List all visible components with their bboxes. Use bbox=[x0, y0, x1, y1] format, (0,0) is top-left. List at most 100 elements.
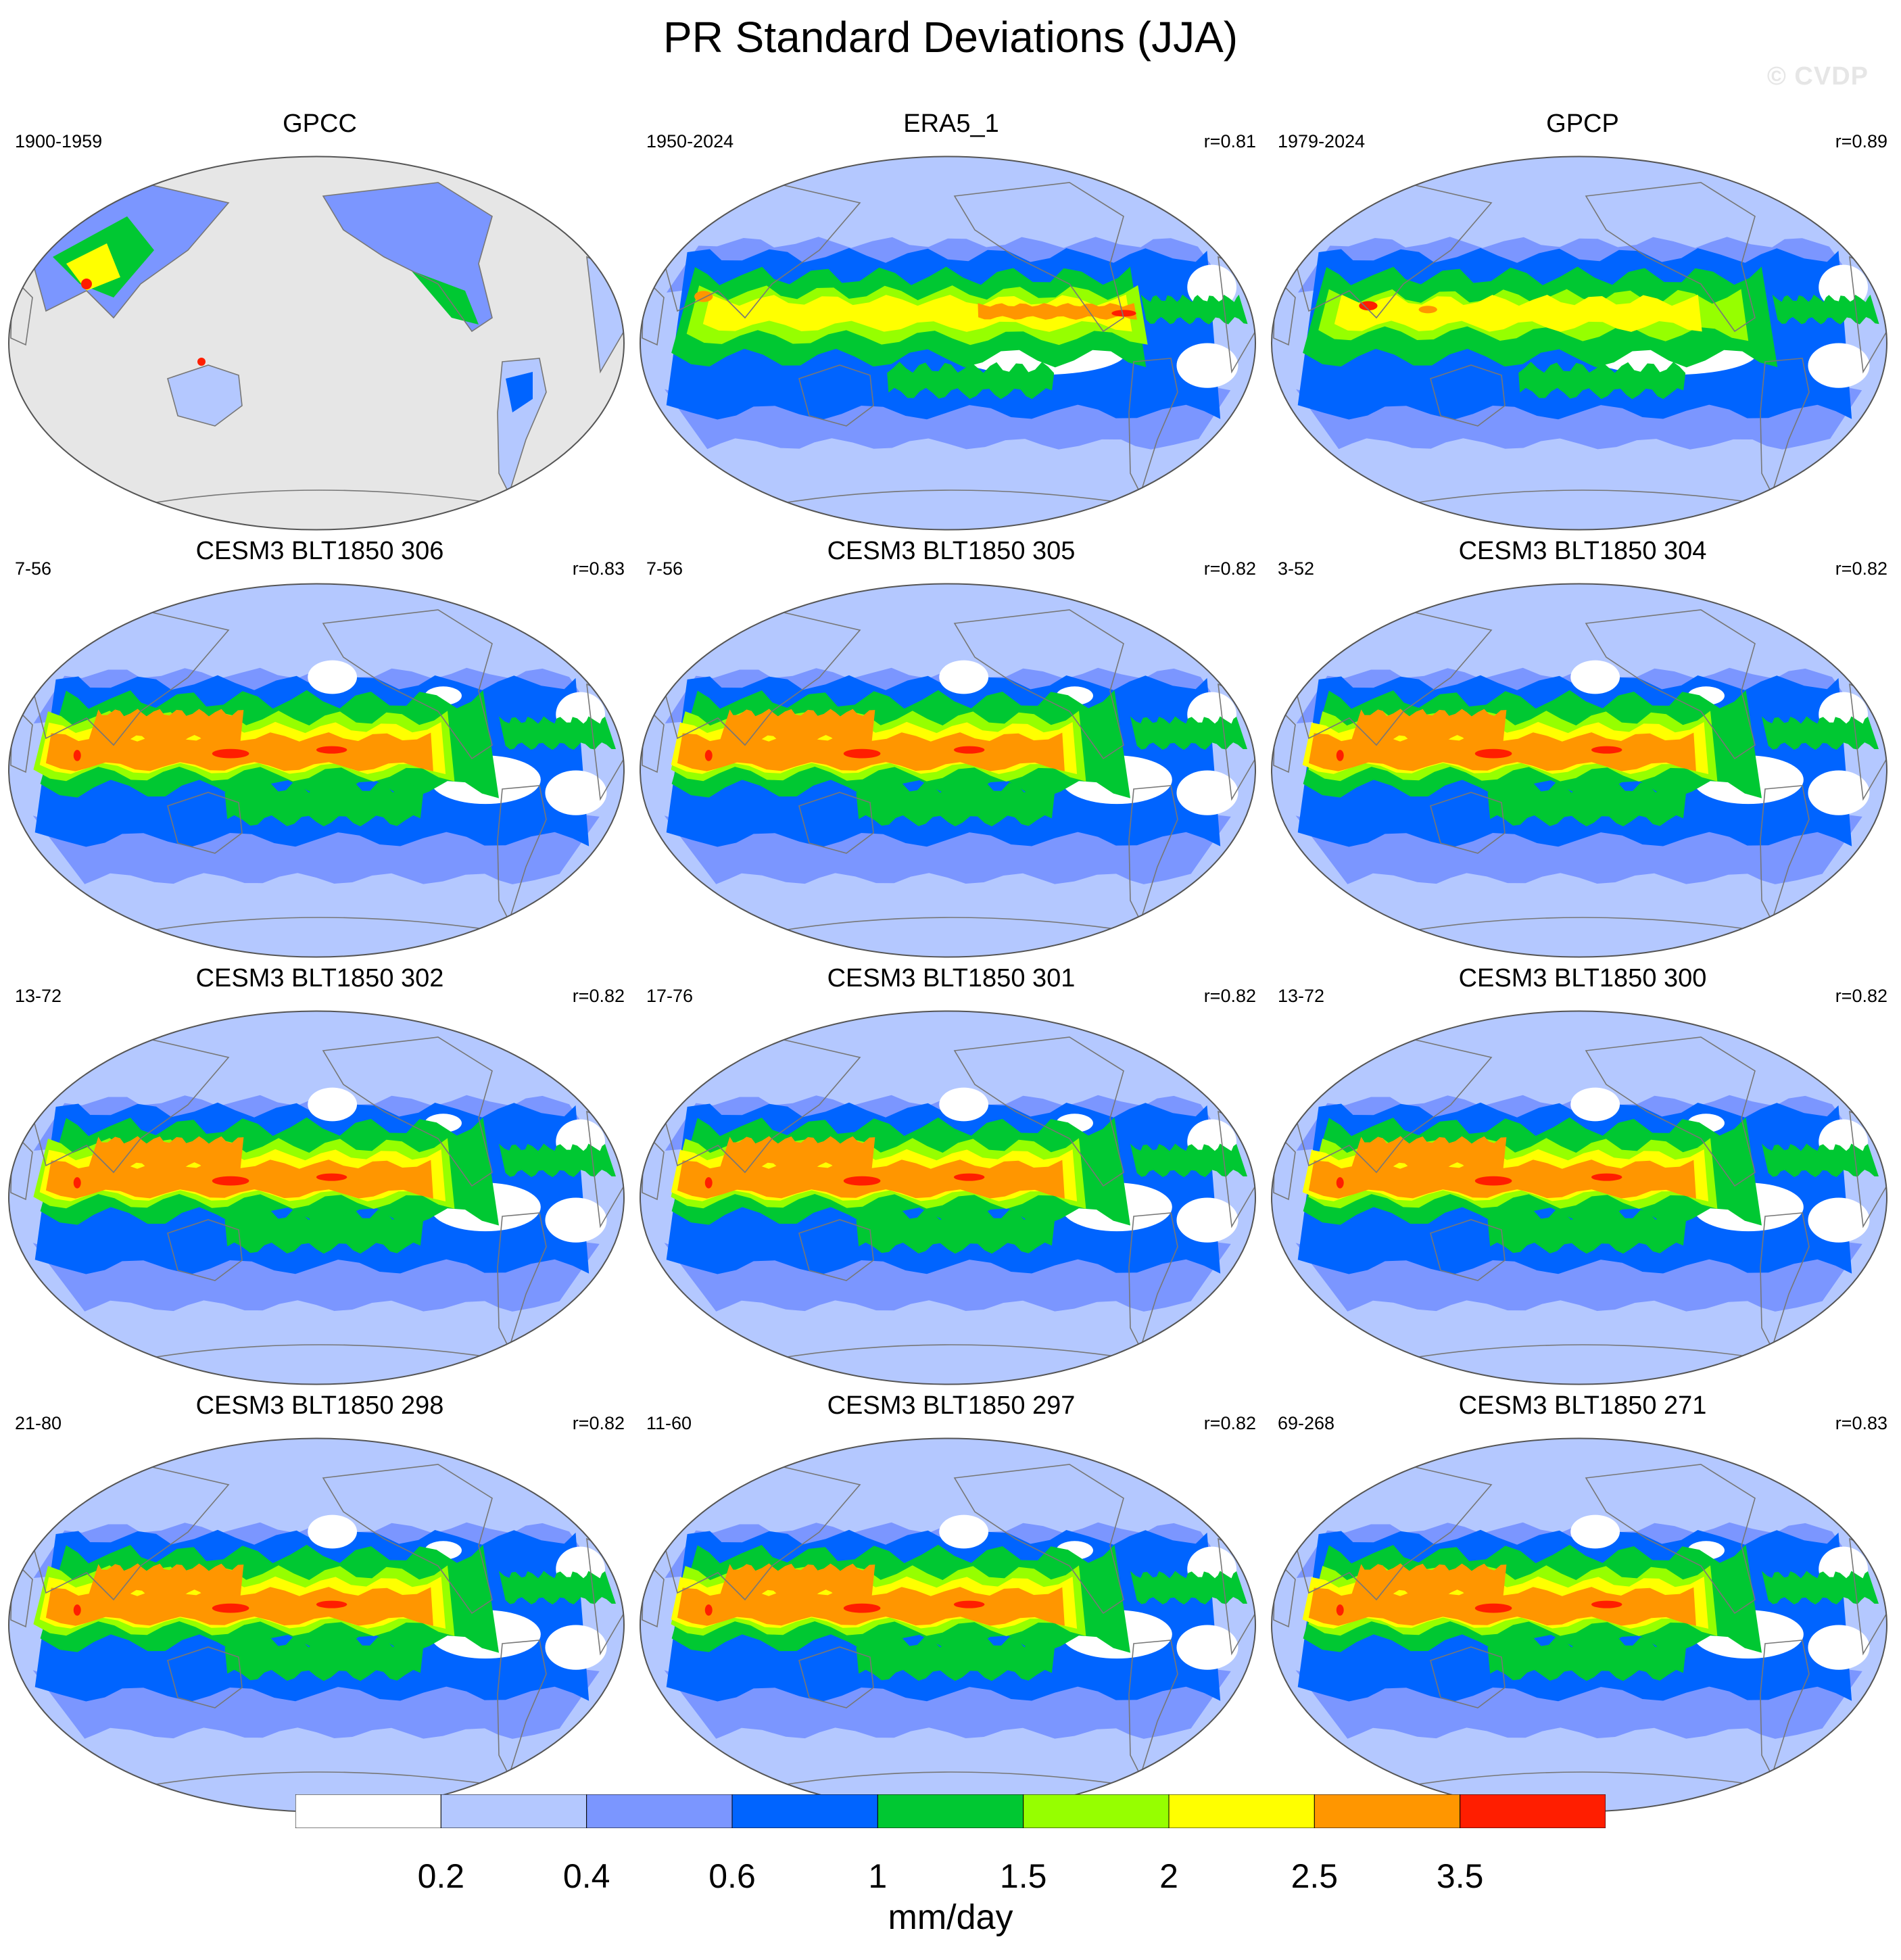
robinson-map bbox=[1271, 156, 1887, 531]
panel-correlation: r=0.82 bbox=[1835, 558, 1887, 579]
australia-coast bbox=[798, 792, 874, 854]
map-panel: ERA5_1 1950-2024 r=0.81 bbox=[637, 101, 1266, 531]
warm-pool-max-3.5 bbox=[843, 748, 881, 759]
map-border bbox=[640, 583, 1256, 958]
panel-correlation: r=0.83 bbox=[1835, 1413, 1887, 1433]
warm-pool-north-2.5 bbox=[720, 1136, 875, 1170]
panel-title: CESM3 BLT1850 301 bbox=[827, 964, 1076, 993]
dry-zone-north-pacific bbox=[1570, 660, 1620, 694]
antarctica-coast bbox=[1389, 1771, 1783, 1790]
panel-years: 13-72 bbox=[15, 986, 62, 1006]
warm-pool-north-2.5 bbox=[89, 1563, 244, 1598]
australia-coast bbox=[167, 1646, 243, 1708]
dry-zone-north-pacific bbox=[308, 660, 358, 694]
australia-coast bbox=[798, 1646, 874, 1708]
dry-zone-north-pacific bbox=[308, 1087, 358, 1122]
india-max-3.5 bbox=[1336, 750, 1344, 761]
colorbar-tick-label: 0.2 bbox=[417, 1857, 465, 1895]
panel-years: 17-76 bbox=[646, 986, 694, 1006]
warm-pool-max-3.5 bbox=[1474, 1603, 1512, 1613]
asia-coast bbox=[656, 1036, 861, 1174]
asia-coast bbox=[656, 609, 861, 746]
robinson-map bbox=[640, 583, 1256, 958]
tropical-band-2.0 bbox=[1334, 294, 1702, 332]
warm-pool-max-3.5 bbox=[1474, 748, 1512, 759]
india-max-3.5 bbox=[73, 1177, 81, 1189]
south-america-coast bbox=[1760, 785, 1810, 923]
south-america-coast bbox=[1128, 358, 1178, 496]
warm-pool-north-2.5 bbox=[1351, 1136, 1507, 1170]
australia-coast bbox=[167, 1219, 243, 1281]
north-america-coast bbox=[953, 182, 1124, 333]
map-panel: CESM3 BLT1850 297 11-60 r=0.82 bbox=[637, 1383, 1266, 1813]
north-america-coast bbox=[322, 1464, 493, 1615]
dry-zone-north-pacific bbox=[939, 660, 989, 694]
robinson-map bbox=[1271, 1437, 1887, 1813]
colorbar-segment bbox=[1314, 1794, 1461, 1828]
atlantic-itcz-1.0 bbox=[1762, 716, 1879, 750]
panel-title: ERA5_1 bbox=[903, 110, 999, 138]
itcz-max-3.5 bbox=[316, 746, 347, 754]
australia-coast bbox=[1430, 1646, 1506, 1708]
robinson-map bbox=[1271, 1010, 1887, 1385]
antarctica-coast bbox=[126, 1771, 520, 1790]
south-america-coast bbox=[497, 358, 547, 496]
panel-correlation: r=0.89 bbox=[1835, 131, 1887, 151]
north-america-coast bbox=[322, 609, 493, 760]
spcz-band-1.0 bbox=[224, 782, 424, 827]
robinson-map bbox=[640, 156, 1256, 531]
dry-zone-se-atlantic bbox=[1176, 1625, 1238, 1670]
colorbar-segment bbox=[1168, 1794, 1315, 1828]
atlantic-itcz-1.0 bbox=[1762, 1571, 1879, 1605]
india-max-3.5 bbox=[81, 279, 92, 289]
panel-years: 1979-2024 bbox=[1278, 131, 1366, 151]
dry-zone-se-atlantic bbox=[545, 1197, 607, 1243]
dry-zone-north-pacific bbox=[939, 1514, 989, 1549]
antarctica-coast bbox=[1389, 489, 1783, 508]
spcz-band-1.0 bbox=[1487, 782, 1687, 827]
dry-zone-se-atlantic bbox=[1176, 343, 1238, 388]
map-panel: CESM3 BLT1850 298 21-80 r=0.82 bbox=[5, 1383, 634, 1813]
north-america-coast bbox=[322, 1036, 493, 1187]
watermark: © CVDP bbox=[1766, 62, 1869, 91]
panel-years: 1900-1959 bbox=[15, 131, 103, 151]
spcz-band-1.0 bbox=[856, 1636, 1055, 1681]
colorbar-units: mm/day bbox=[888, 1898, 1013, 1937]
india-2.5 bbox=[694, 291, 713, 302]
panel-title: CESM3 BLT1850 271 bbox=[1458, 1391, 1707, 1420]
australia-coast bbox=[798, 364, 874, 427]
south-america-coast bbox=[1760, 358, 1810, 496]
asia-coast bbox=[1288, 609, 1493, 746]
indonesia-max-3.5 bbox=[197, 358, 206, 366]
warm-pool-max-3.5 bbox=[212, 748, 249, 759]
north-america-coast bbox=[953, 609, 1124, 760]
spcz-band-1.0 bbox=[224, 1636, 424, 1681]
asia-coast bbox=[1288, 182, 1493, 319]
asia-monsoon-2.0 bbox=[66, 243, 120, 291]
colorbar-tick-label: 3.5 bbox=[1436, 1857, 1484, 1895]
asia-coast bbox=[656, 182, 861, 319]
north-america-coast bbox=[1585, 1464, 1756, 1615]
warm-pool-max-3.5 bbox=[843, 1176, 881, 1186]
india-max-3.5 bbox=[704, 1177, 713, 1189]
robinson-map bbox=[1271, 583, 1887, 958]
map-border bbox=[1271, 156, 1887, 531]
panel-correlation: r=0.82 bbox=[1835, 986, 1887, 1006]
panel-correlation: r=0.82 bbox=[1203, 558, 1256, 579]
itcz-max-3.5 bbox=[1111, 310, 1136, 317]
colorbar-segment bbox=[1023, 1794, 1170, 1828]
map-border bbox=[8, 156, 625, 531]
south-america-coast bbox=[1128, 1212, 1178, 1350]
atlantic-itcz-1.0 bbox=[1762, 1143, 1879, 1178]
south-america-coast bbox=[497, 1640, 547, 1777]
dry-zone-north-pacific bbox=[939, 1087, 989, 1122]
atlantic-itcz-1.0 bbox=[1130, 716, 1247, 750]
asia-coast bbox=[25, 609, 230, 746]
south-america-coast bbox=[1128, 785, 1178, 923]
panel-years: 21-80 bbox=[15, 1413, 62, 1433]
atlantic-itcz-1.0 bbox=[499, 1571, 616, 1605]
south-america-coast bbox=[1128, 1640, 1178, 1777]
dry-zone-se-atlantic bbox=[545, 770, 607, 815]
north-america-coast bbox=[1585, 609, 1756, 760]
spcz-band-1.0 bbox=[856, 1209, 1055, 1254]
